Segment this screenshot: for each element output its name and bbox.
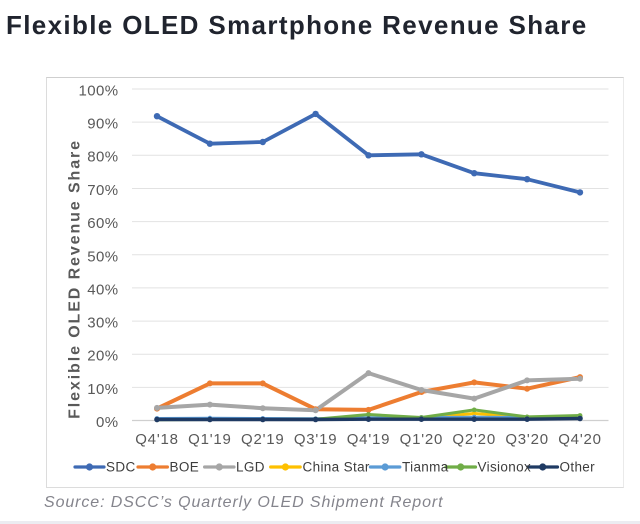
svg-text:Q3'19: Q3'19: [294, 431, 338, 448]
svg-text:40%: 40%: [87, 281, 118, 298]
svg-text:Q4'18: Q4'18: [135, 431, 179, 448]
svg-text:Q3'20: Q3'20: [505, 431, 549, 448]
svg-text:China Star: China Star: [303, 460, 370, 475]
svg-text:Visionox: Visionox: [478, 460, 532, 475]
svg-text:70%: 70%: [87, 182, 118, 199]
svg-text:Q1'20: Q1'20: [400, 431, 444, 448]
svg-text:SDC: SDC: [106, 460, 136, 475]
svg-text:50%: 50%: [87, 248, 118, 265]
svg-text:30%: 30%: [87, 315, 118, 332]
svg-text:Q2'20: Q2'20: [452, 431, 496, 448]
svg-text:60%: 60%: [87, 215, 118, 232]
svg-text:BOE: BOE: [170, 460, 200, 475]
svg-text:20%: 20%: [87, 348, 118, 365]
svg-text:10%: 10%: [87, 381, 118, 398]
svg-text:90%: 90%: [87, 116, 118, 133]
svg-text:Q1'19: Q1'19: [188, 431, 232, 448]
svg-text:100%: 100%: [79, 83, 119, 100]
svg-text:80%: 80%: [87, 149, 118, 166]
svg-text:Tianma: Tianma: [402, 460, 449, 475]
svg-text:0%: 0%: [96, 414, 118, 431]
svg-text:LGD: LGD: [236, 460, 265, 475]
svg-text:Flexible OLED Revenue Share: Flexible OLED Revenue Share: [67, 139, 84, 419]
svg-text:Q2'19: Q2'19: [241, 431, 285, 448]
svg-text:Q4'19: Q4'19: [347, 431, 391, 448]
svg-text:Other: Other: [560, 460, 596, 475]
svg-text:Q4'20: Q4'20: [558, 431, 602, 448]
